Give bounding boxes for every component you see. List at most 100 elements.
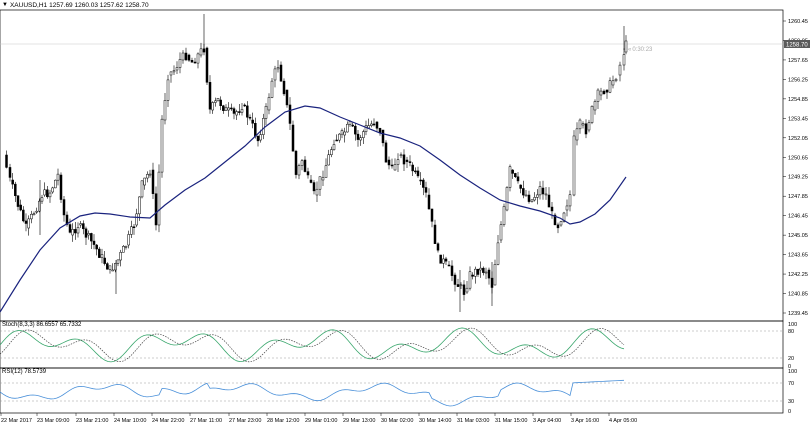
candle-bull [572, 135, 576, 196]
candle-bear [92, 240, 96, 245]
candle-bear [411, 164, 414, 172]
candle-bear [430, 208, 434, 222]
candle-bull [300, 160, 304, 166]
candle-bull [35, 210, 38, 213]
candle-bull [178, 59, 182, 68]
candle-bear [11, 179, 14, 185]
candle-bear [414, 170, 417, 173]
candle-bull [116, 259, 120, 264]
candle-bull [474, 268, 477, 277]
candle-bear [5, 154, 8, 168]
candle-bull [240, 109, 244, 113]
candle-bull [172, 70, 176, 73]
price-tick-label: 1240.85 [788, 292, 808, 298]
candle-bear [519, 184, 522, 189]
candle-bear [487, 269, 491, 279]
candle-bull [346, 123, 349, 133]
collapse-triangle-icon[interactable]: ▼ [2, 2, 8, 8]
candle-bear [232, 108, 236, 114]
candle-bull [622, 54, 626, 66]
candle-bull [43, 189, 46, 196]
candle-bull [399, 154, 403, 157]
candle-bear [476, 268, 480, 275]
candle-bull [396, 159, 400, 165]
candle-bear [282, 80, 286, 95]
candle-bull [536, 194, 539, 198]
candle-bear [193, 61, 197, 64]
time-tick-label: 23 Mar 21:00 [76, 418, 108, 424]
candle-bear [132, 226, 136, 229]
candle-bear [405, 159, 409, 162]
candle-bear [306, 171, 310, 176]
candle-bull [211, 102, 214, 111]
candle-bull [624, 40, 628, 53]
candle-bull [364, 125, 368, 132]
candle-bull [135, 213, 138, 226]
time-tick-label: 3 Apr 04:00 [533, 418, 561, 424]
price-tick-label: 1257.65 [788, 58, 808, 64]
candle-bull [362, 131, 365, 138]
candle-bull [227, 107, 230, 111]
candle-bear [151, 169, 155, 194]
candle-bull [40, 197, 44, 202]
candle-bear [103, 257, 106, 264]
candle-bear [408, 161, 412, 163]
candle-bull [370, 123, 373, 126]
candle-bull [32, 213, 36, 215]
candle-bear [238, 111, 241, 113]
price-tick-label: 1247.85 [788, 194, 808, 200]
candle-bull [611, 80, 615, 86]
time-tick-label: 27 Mar 23:00 [229, 418, 261, 424]
candle-bear [24, 220, 28, 224]
price-axis: 1260.451259.051257.651256.251254.851253.… [783, 19, 808, 317]
time-tick-label: 3 Apr 16:00 [571, 418, 599, 424]
candle-bear [98, 248, 101, 258]
candle-bear [550, 206, 554, 212]
candle-bull [327, 154, 330, 166]
candle-bull [559, 221, 563, 226]
candle-bull [484, 271, 488, 274]
chart-header: ▼ XAUUSD,H1 1257.69 1260.03 1257.62 1258… [0, 0, 149, 10]
candle-bear [68, 224, 72, 233]
price-tick-label: 1254.85 [788, 97, 808, 103]
candle-bull [340, 130, 344, 135]
panel-tick-label: 100 [788, 322, 797, 328]
candle-bear [511, 169, 514, 174]
candle-bull [468, 271, 472, 289]
candle-bull [122, 246, 125, 253]
candle-bear [522, 188, 525, 196]
candle-bull [38, 200, 41, 212]
price-tick-label: 1252.05 [788, 136, 808, 142]
time-tick-label: 30 Mar 14:00 [419, 418, 451, 424]
stoch-signal-line [0, 327, 625, 363]
candle-bull [614, 78, 618, 82]
candle-bear [390, 164, 394, 167]
candle-bull [578, 119, 582, 130]
rsi-axis: 100 70 30 0 [788, 369, 797, 415]
candle-bull [321, 177, 325, 181]
candlestick-series [5, 14, 628, 312]
candle-bull [343, 131, 346, 136]
candle-bull [54, 179, 57, 189]
candle-bull [442, 258, 445, 264]
candle-bear [375, 121, 379, 129]
candle-bear [378, 128, 382, 133]
ohlc-quote: 1257.69 1260.03 1257.62 1258.70 [49, 1, 149, 9]
price-tick-label: 1245.05 [788, 233, 808, 239]
candle-bear [422, 179, 425, 188]
candle-bull [496, 242, 500, 265]
price-tick-label: 1249.25 [788, 175, 808, 181]
candle-bear [46, 189, 49, 198]
candle-bull [297, 165, 301, 176]
candle-bull [163, 100, 167, 121]
candle-bull [175, 67, 179, 71]
candle-bull [114, 263, 117, 271]
candle-bear [84, 228, 88, 238]
candle-bear [372, 123, 376, 126]
candle-bear [482, 267, 485, 273]
panel-tick-label: 100 [788, 369, 797, 375]
time-tick-label: 28 Mar 12:00 [267, 418, 299, 424]
candle-bear [65, 214, 69, 225]
